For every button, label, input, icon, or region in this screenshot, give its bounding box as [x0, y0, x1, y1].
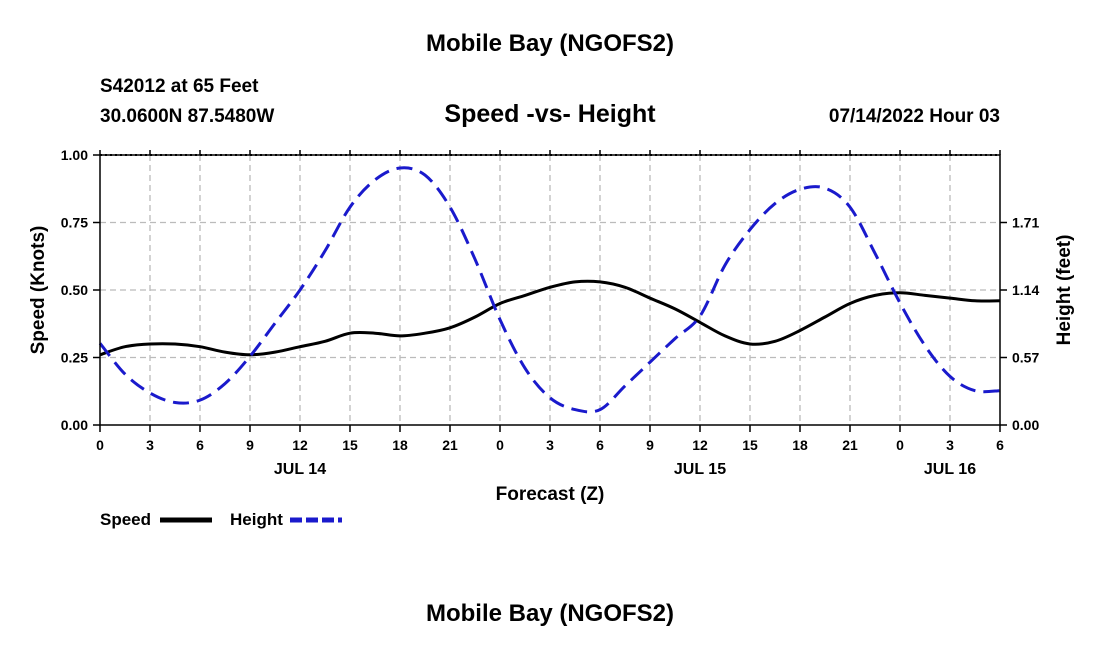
date-label: JUL 16 — [924, 461, 976, 478]
legend: Speed Height — [100, 510, 342, 529]
y2-tick-label: 1.14 — [1012, 282, 1039, 298]
y-tick-label: 0.00 — [61, 417, 88, 433]
page-title: Mobile Bay (NGOFS2) — [425, 30, 675, 57]
station-label: S42012 at 65 Feet — [100, 76, 259, 97]
y-tick-label: 1.00 — [61, 147, 88, 163]
y2-tick-label: 1.71 — [1012, 215, 1039, 231]
x-tick-label: 3 — [546, 437, 554, 453]
x-tick-label: 18 — [792, 437, 808, 453]
series-line-speed — [99, 279, 1001, 357]
y-axis-label: Speed (Knots) — [28, 226, 49, 355]
legend-speed-label: Speed — [100, 510, 151, 529]
date-label: JUL 14 — [274, 461, 326, 478]
y-tick-label: 0.75 — [61, 215, 88, 231]
x-tick-label: 12 — [692, 437, 708, 453]
y2-tick-label: 0.00 — [1012, 417, 1039, 433]
legend-height-label: Height — [230, 510, 283, 529]
x-tick-label: 21 — [842, 437, 858, 453]
x-tick-label: 0 — [896, 437, 904, 453]
series-lines — [98, 166, 1001, 414]
x-tick-label: 15 — [342, 437, 358, 453]
y2-axis-label: Height (feet) — [1054, 235, 1075, 346]
x-tick-label: 21 — [442, 437, 458, 453]
x-tick-label: 15 — [742, 437, 758, 453]
x-tick-label: 0 — [496, 437, 504, 453]
footer-title: Mobile Bay (NGOFS2) — [425, 600, 675, 627]
date-label: JUL 15 — [674, 461, 726, 478]
axes: 0 3 6 9 12 15 18 21 0 3 6 9 12 15 18 21 0 3 6 JUL 14 JUL 15 J… — [61, 147, 1040, 478]
chart-title: Speed -vs- Height — [444, 100, 656, 128]
forecast-datetime: 07/14/2022 Hour 03 — [828, 106, 1000, 127]
y2-tick-label: 0.57 — [1012, 350, 1039, 366]
series-line-height — [98, 166, 1001, 414]
x-tick-label: 3 — [146, 437, 154, 453]
x-tick-label: 9 — [646, 437, 654, 453]
x-tick-label: 12 — [292, 437, 308, 453]
x-tick-label: 6 — [596, 437, 604, 453]
x-tick-label: 6 — [996, 437, 1004, 453]
x-tick-label: 0 — [96, 437, 104, 453]
y-tick-label: 0.25 — [61, 350, 88, 366]
grid-lines — [100, 155, 1000, 425]
coordinates-label: 30.0600N 87.5480W — [100, 106, 275, 127]
x-tick-label: 9 — [246, 437, 254, 453]
y-tick-label: 0.50 — [61, 282, 88, 298]
x-tick-label: 3 — [946, 437, 954, 453]
x-axis-label: Forecast (Z) — [496, 484, 605, 505]
x-tick-label: 6 — [196, 437, 204, 453]
x-tick-label: 18 — [392, 437, 408, 453]
